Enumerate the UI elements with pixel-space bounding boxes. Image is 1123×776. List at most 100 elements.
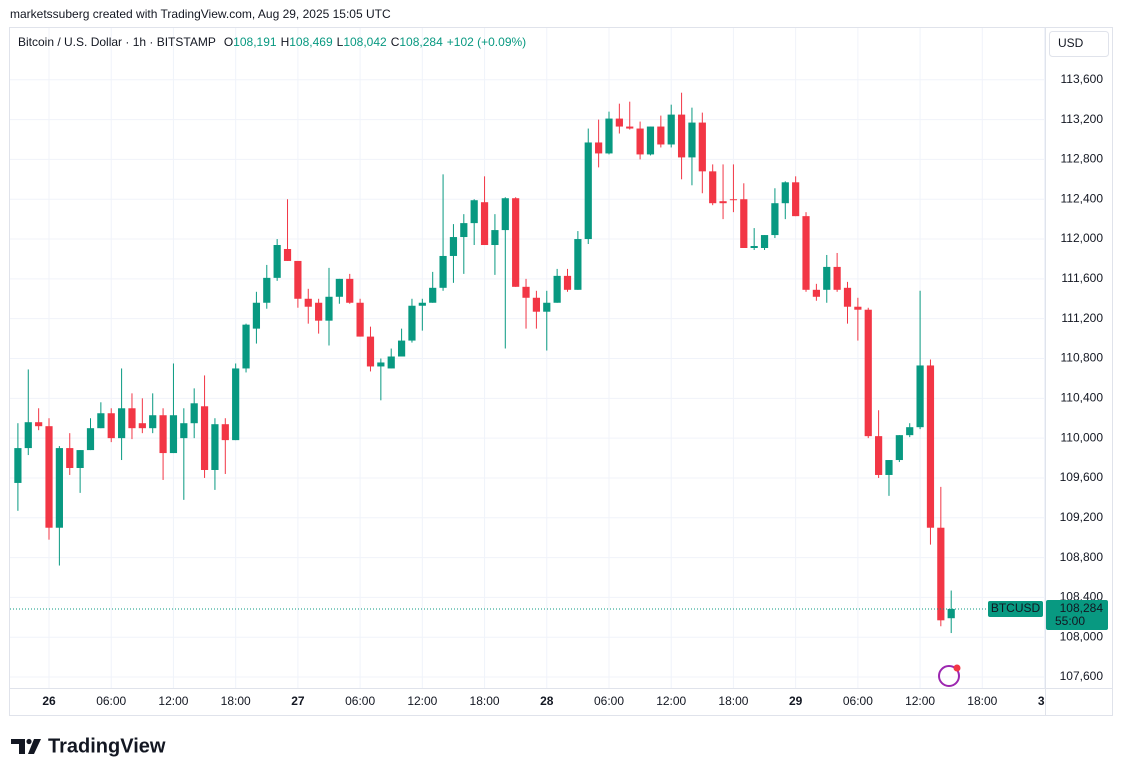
- candle-body: [66, 448, 74, 468]
- x-tick-label: 12:00: [905, 694, 935, 708]
- candle-body: [729, 199, 738, 201]
- candle-body: [781, 182, 789, 204]
- candle-body: [252, 302, 261, 329]
- candle-body: [200, 406, 209, 470]
- candle-body: [885, 460, 893, 475]
- candle-body: [470, 200, 478, 224]
- candle-body: [626, 126, 634, 129]
- credit: marketssuberg created with TradingView.c…: [10, 7, 391, 21]
- candle-body: [190, 403, 198, 424]
- y-tick-label: 108,000: [1060, 629, 1104, 643]
- y-tick-label: 109,600: [1060, 470, 1104, 484]
- candle-body: [346, 278, 354, 303]
- candle-body: [843, 287, 852, 307]
- candle-body: [812, 289, 820, 297]
- x-tick-label: 18:00: [470, 694, 500, 708]
- candle-body: [128, 408, 136, 429]
- brand-name: TradingView: [48, 735, 166, 757]
- chart-frame: [9, 27, 1113, 716]
- candle-body: [501, 198, 509, 231]
- candle-body: [646, 126, 655, 155]
- y-tick-label: 113,200: [1061, 112, 1104, 126]
- price-axis: 107,600108,000108,400108,800109,200109,6…: [1060, 72, 1104, 683]
- candle-body: [895, 435, 903, 461]
- legend-key: L: [337, 35, 344, 49]
- x-tick-label: 12:00: [407, 694, 437, 708]
- legend-value: 108,191: [233, 35, 277, 49]
- candle-body: [221, 424, 229, 441]
- candle-body: [366, 336, 375, 367]
- candle-body: [429, 287, 437, 303]
- last-price-label: 108,284: [1060, 601, 1104, 615]
- candle-body: [273, 245, 281, 278]
- candle-body: [916, 365, 924, 428]
- candle-body: [864, 309, 872, 437]
- candle-body: [875, 436, 883, 475]
- candle-body: [169, 415, 178, 454]
- candle-body: [263, 277, 271, 303]
- candle-body: [377, 362, 385, 367]
- legend-title: Bitcoin / U.S. Dollar · 1h · BITSTAMP: [18, 35, 216, 49]
- candle-body: [283, 248, 292, 261]
- x-tick-label: 27: [291, 694, 305, 708]
- y-tick-label: 110,000: [1061, 430, 1104, 444]
- x-tick-label: 12:00: [158, 694, 188, 708]
- candle-body: [356, 302, 364, 337]
- x-tick-label: 18:00: [718, 694, 748, 708]
- candle-body: [107, 413, 115, 439]
- candle-body: [491, 230, 499, 246]
- x-tick-label: 26: [42, 694, 56, 708]
- candle-body: [947, 608, 955, 619]
- x-tick-label: 18:00: [967, 694, 997, 708]
- y-tick-label: 111,200: [1061, 311, 1103, 325]
- candle-body: [14, 448, 22, 483]
- ai-icon: [938, 664, 961, 687]
- x-tick-label: 29: [789, 694, 803, 708]
- legend-change: +102 (+0.09%): [447, 35, 526, 49]
- candle-body: [480, 202, 489, 246]
- x-tick-label: 30: [1038, 694, 1052, 708]
- legend-key: H: [281, 35, 290, 49]
- candle-body: [294, 260, 302, 299]
- candle-body: [408, 305, 416, 341]
- legend-value: 108,284: [399, 35, 443, 49]
- y-tick-label: 112,000: [1061, 231, 1104, 245]
- candle-body: [854, 306, 862, 310]
- candle-body: [35, 422, 43, 427]
- candle-body: [937, 527, 945, 621]
- candle-body: [615, 118, 623, 127]
- candle-body: [636, 128, 644, 155]
- symbol-label: BTCUSD: [991, 601, 1041, 615]
- currency[interactable]: USD: [1058, 36, 1084, 50]
- y-tick-label: 112,400: [1061, 191, 1104, 205]
- currency-button[interactable]: [1049, 31, 1109, 57]
- candle-body: [315, 302, 323, 321]
- candle-body: [823, 266, 831, 290]
- brand-logo: [11, 738, 41, 754]
- candle-body: [677, 114, 686, 158]
- y-tick-label: 111,600: [1061, 271, 1103, 285]
- candle-body: [55, 448, 63, 528]
- y-tick-label: 108,800: [1060, 550, 1104, 564]
- candle-body: [24, 422, 32, 449]
- candle-body: [242, 324, 250, 369]
- candle-body: [97, 413, 105, 429]
- candle-body: [76, 450, 84, 468]
- candle-body: [118, 408, 126, 439]
- candle-body: [709, 171, 717, 204]
- candle-body: [45, 426, 53, 528]
- y-tick-label: 107,600: [1060, 669, 1104, 683]
- candle-body: [159, 415, 167, 454]
- candle-body: [149, 415, 157, 429]
- candle-body: [543, 302, 551, 312]
- candle-body: [926, 365, 935, 528]
- candle-body: [86, 428, 95, 451]
- candle-body: [418, 302, 426, 306]
- last-price-tag: [1046, 599, 1108, 630]
- legend: Bitcoin / U.S. Dollar · 1h · BITSTAMP O10…: [18, 35, 526, 49]
- x-tick-label: 12:00: [656, 694, 686, 708]
- candle-body: [512, 198, 520, 287]
- candle-body: [792, 182, 800, 217]
